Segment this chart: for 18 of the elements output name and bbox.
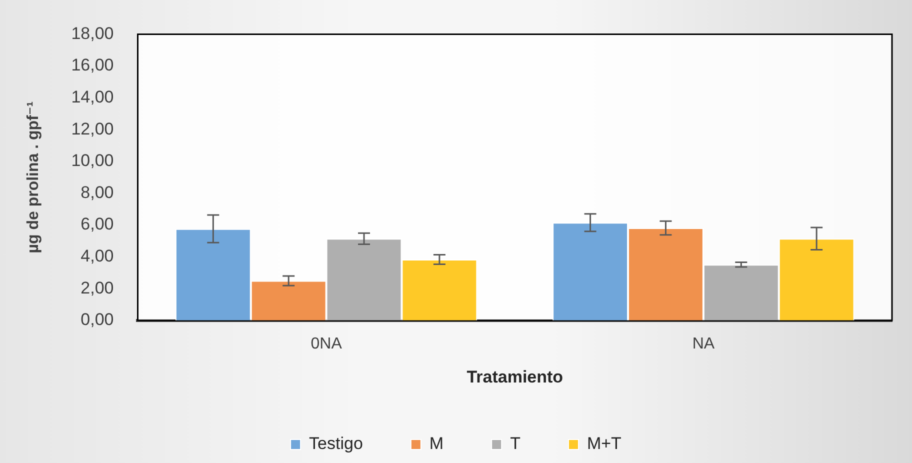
legend-label: M: [429, 434, 444, 454]
y-tick-label: 10,00: [71, 151, 114, 170]
y-axis-title: µg de prolina . gpf⁻¹: [25, 101, 42, 254]
y-tick-label: 16,00: [71, 56, 114, 75]
x-tick-label: 0NA: [310, 335, 342, 352]
legend-label: T: [510, 434, 520, 454]
y-tick-label: 2,00: [80, 278, 114, 298]
x-axis-title: Tratamiento: [466, 367, 564, 386]
y-tick-label: 8,00: [80, 182, 114, 202]
y-tick-label: 14,00: [71, 87, 114, 106]
x-tick-label: NA: [692, 335, 715, 352]
y-tick-label: 0,00: [80, 310, 114, 330]
y-tick-label: 18,00: [71, 24, 114, 43]
y-tick-label: 4,00: [80, 246, 114, 266]
y-tick-label: 6,00: [80, 214, 114, 234]
legend-label: Testigo: [309, 434, 363, 454]
legend-label: M+T: [586, 434, 622, 454]
y-tick-label: 12,00: [71, 119, 114, 138]
